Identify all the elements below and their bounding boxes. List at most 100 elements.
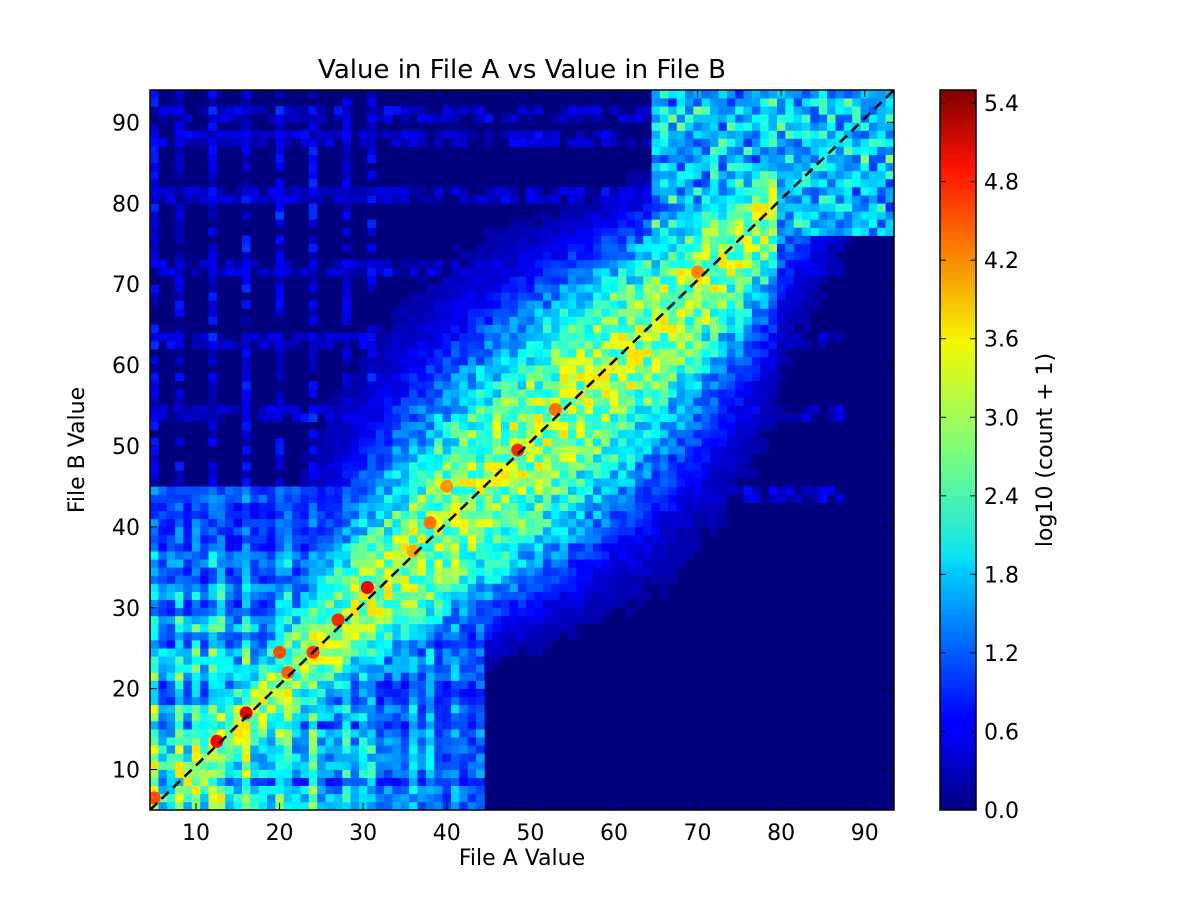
heatmap-cell xyxy=(400,381,410,390)
heatmap-cell xyxy=(651,534,661,544)
heatmap-cell xyxy=(676,470,686,479)
heatmap-cell xyxy=(534,583,544,592)
heatmap-cell xyxy=(659,98,669,107)
heatmap-cell xyxy=(476,510,485,520)
heatmap-cell xyxy=(685,268,694,277)
heatmap-cell xyxy=(392,373,402,382)
heatmap-cell xyxy=(300,583,310,592)
heatmap-cell xyxy=(593,559,602,568)
heatmap-cell xyxy=(250,559,259,568)
heatmap-cell xyxy=(885,211,894,220)
heatmap-cell xyxy=(601,284,611,293)
heatmap-cell xyxy=(576,195,585,204)
heatmap-cell xyxy=(827,211,836,220)
heatmap-cell xyxy=(375,502,385,511)
heatmap-cell xyxy=(283,340,293,350)
heatmap-cell xyxy=(350,429,360,439)
heatmap-cell xyxy=(551,615,560,625)
heatmap-cell xyxy=(384,381,393,390)
heatmap-cell xyxy=(317,785,326,795)
heatmap-cell xyxy=(534,348,544,358)
heatmap-cell xyxy=(216,494,226,503)
heatmap-cell xyxy=(216,648,226,657)
heatmap-cell xyxy=(760,106,769,115)
heatmap-cell xyxy=(659,179,669,188)
heatmap-cell xyxy=(317,510,326,520)
heatmap-cell xyxy=(267,745,276,754)
heatmap-cell xyxy=(701,462,711,471)
heatmap-cell xyxy=(735,114,744,123)
heatmap-cell xyxy=(718,486,728,495)
heatmap-cell xyxy=(735,365,744,374)
heatmap-cell xyxy=(676,170,686,180)
heatmap-cell xyxy=(467,526,477,536)
heatmap-cell xyxy=(618,397,627,406)
heatmap-cell xyxy=(576,227,585,236)
heatmap-cell xyxy=(609,284,619,293)
heatmap-cell xyxy=(175,567,184,576)
heatmap-cell xyxy=(584,437,594,447)
heatmap-cell xyxy=(175,98,184,107)
heatmap-cell xyxy=(634,437,644,447)
heatmap-cell xyxy=(643,348,652,358)
heatmap-cell xyxy=(191,599,201,609)
heatmap-cell xyxy=(676,300,686,309)
heatmap-cell xyxy=(852,195,861,204)
heatmap-cell xyxy=(459,534,468,544)
heatmap-cell xyxy=(450,106,460,115)
heatmap-cell xyxy=(785,162,794,172)
heatmap-cell xyxy=(476,615,485,625)
heatmap-cell xyxy=(484,470,494,479)
heatmap-cell xyxy=(233,526,243,536)
heatmap-cell xyxy=(651,510,661,520)
heatmap-cell xyxy=(777,138,786,147)
heatmap-cell xyxy=(150,357,159,366)
heatmap-cell xyxy=(384,365,393,374)
heatmap-cell xyxy=(450,130,460,139)
heatmap-cell xyxy=(300,575,310,584)
heatmap-cell xyxy=(200,486,209,495)
heatmap-cell xyxy=(225,721,234,730)
heatmap-cell xyxy=(183,486,193,495)
heatmap-cell xyxy=(877,122,886,131)
heatmap-cell xyxy=(852,211,861,220)
heatmap-cell xyxy=(325,397,335,406)
heatmap-cell xyxy=(601,308,611,317)
heatmap-cell xyxy=(359,623,368,633)
heatmap-cell xyxy=(333,712,343,722)
heatmap-cell xyxy=(233,543,243,552)
heatmap-cell xyxy=(751,405,761,414)
heatmap-cell xyxy=(534,243,544,253)
heatmap-cell xyxy=(634,259,644,269)
heatmap-cell xyxy=(417,446,427,455)
heatmap-cell xyxy=(258,761,268,770)
heatmap-cell xyxy=(484,389,494,398)
heatmap-cell xyxy=(317,187,326,196)
heatmap-cell xyxy=(634,381,644,390)
heatmap-cell xyxy=(601,607,611,617)
heatmap-cell xyxy=(576,203,585,212)
heatmap-cell xyxy=(367,567,376,576)
heatmap-cell xyxy=(300,599,310,609)
heatmap-cell xyxy=(459,761,468,770)
heatmap-cell xyxy=(359,712,368,722)
heatmap-cell xyxy=(659,543,669,552)
heatmap-cell xyxy=(417,130,427,139)
y-tick-label: 30 xyxy=(112,597,140,622)
heatmap-cell xyxy=(559,615,569,625)
heatmap-cell xyxy=(593,421,602,431)
heatmap-cell xyxy=(693,470,703,479)
heatmap-cell xyxy=(542,429,552,439)
heatmap-cell xyxy=(526,397,535,406)
heatmap-cell xyxy=(183,721,193,730)
heatmap-cell xyxy=(651,268,661,277)
heatmap-cell xyxy=(659,470,669,479)
heatmap-cell xyxy=(342,712,351,722)
heatmap-cell xyxy=(568,526,577,536)
heatmap-cell xyxy=(651,292,661,301)
heatmap-cell xyxy=(158,187,168,196)
heatmap-cell xyxy=(359,413,368,422)
heatmap-cell xyxy=(726,211,736,220)
heatmap-cell xyxy=(609,187,619,196)
heatmap-cell xyxy=(258,106,268,115)
